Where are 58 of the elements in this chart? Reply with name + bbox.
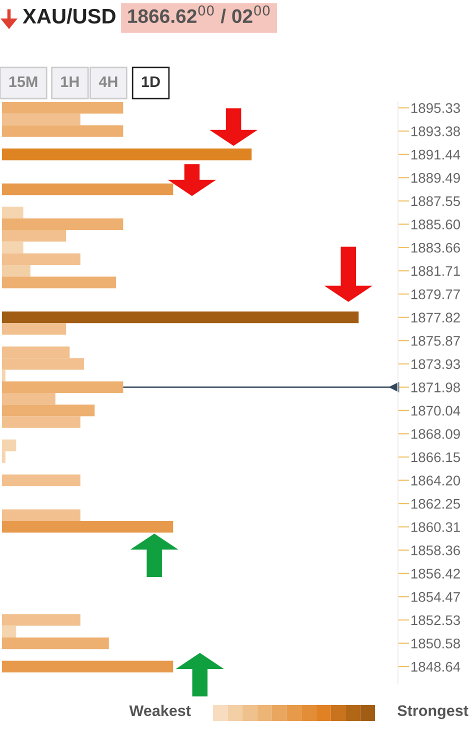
y-tick-label: 1848.64 — [411, 662, 460, 672]
bar — [2, 264, 30, 277]
y-tick-label: 1875.87 — [411, 336, 460, 346]
bar — [2, 381, 124, 393]
y-tick-label: 1887.55 — [411, 196, 460, 206]
y-tick-label: 1895.33 — [411, 103, 460, 113]
y-tick-label: 1854.47 — [411, 592, 460, 602]
y-tick-label: 1856.42 — [411, 568, 460, 579]
bar — [2, 393, 56, 405]
bar — [2, 509, 80, 522]
bar — [2, 626, 16, 638]
y-tick-label: 1862.25 — [411, 498, 460, 509]
y-tick-label: 1852.53 — [411, 615, 460, 626]
bar — [2, 125, 124, 137]
bar — [2, 416, 80, 428]
y-tick-label: 1871.98 — [411, 382, 460, 392]
text: 15M — [9, 76, 38, 88]
y-tick-label: 1893.38 — [411, 126, 460, 136]
bar — [2, 276, 116, 288]
y-tick-label: 1866.15 — [411, 452, 460, 462]
y-tick-label: 1870.04 — [411, 406, 460, 416]
bar — [2, 614, 80, 626]
bar — [2, 521, 174, 533]
bar — [2, 242, 24, 254]
y-tick-label: 1881.71 — [411, 266, 460, 276]
y-tick-label: 1877.82 — [411, 312, 460, 323]
text: 1H — [61, 76, 79, 87]
bar — [2, 218, 124, 230]
y-tick-label: 1879.77 — [411, 289, 460, 300]
bar — [2, 474, 80, 486]
text: 1D — [142, 76, 160, 87]
chart-subtitle: 1866.62$^{00}$ / 02$^{00}$ — [128, 5, 270, 24]
bar — [2, 312, 359, 324]
bar — [2, 253, 80, 265]
y-tick-label: 1860.31 — [411, 522, 460, 532]
y-tick-label: 1891.44 — [411, 150, 460, 160]
y-tick-label: 1883.66 — [411, 242, 460, 253]
bar — [2, 148, 252, 160]
y-tick-label: 1868.09 — [411, 429, 460, 439]
y-tick-label: 1858.36 — [411, 545, 460, 556]
bar — [2, 660, 174, 672]
y-tick-label: 1889.49 — [411, 172, 460, 183]
bar — [2, 370, 6, 382]
y-tick-label: 1885.60 — [411, 220, 460, 230]
bar — [2, 323, 66, 335]
text: Strongest — [398, 705, 468, 720]
y-tick-label: 1873.93 — [411, 359, 460, 370]
bar — [2, 102, 124, 114]
bar — [2, 637, 109, 650]
chart-title: XAU/USD — [22, 8, 116, 24]
y-tick-label: 1850.58 — [411, 638, 460, 648]
y-tick-label: 1864.20 — [411, 476, 460, 486]
bar — [2, 230, 66, 242]
bar — [2, 206, 24, 218]
bar — [2, 114, 80, 126]
text: Weakest — [129, 704, 191, 716]
bar — [2, 404, 95, 416]
text: 4H — [98, 76, 118, 87]
